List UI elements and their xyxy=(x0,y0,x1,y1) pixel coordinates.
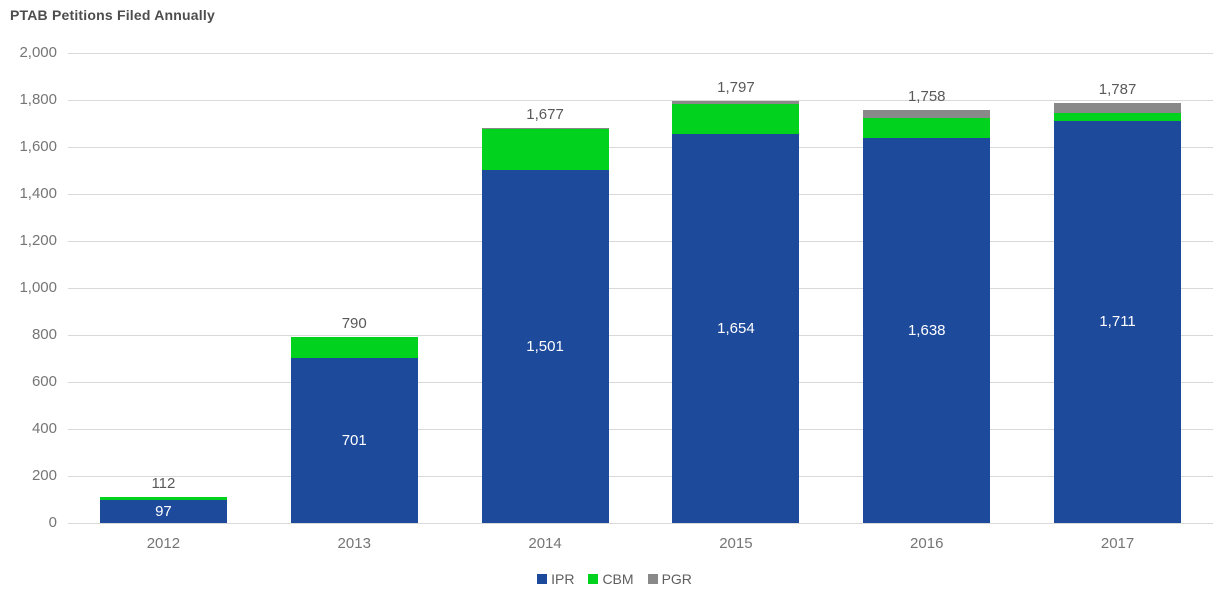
x-tick-label-2014: 2014 xyxy=(528,535,562,552)
bar-2013-segment-ipr xyxy=(290,358,418,523)
bar-2016-segment-pgr xyxy=(863,109,991,118)
bar-2013-segment-cbm xyxy=(290,337,418,359)
inside-label-2017: 1,711 xyxy=(1099,312,1136,330)
bar-2012-segment-cbm xyxy=(99,496,227,501)
y-tick-label-1400: 1,400 xyxy=(19,185,57,202)
y-tick-label-1800: 1,800 xyxy=(19,91,57,108)
total-label-2013: 790 xyxy=(341,315,367,333)
gridline-1800 xyxy=(68,99,1213,101)
y-tick-label-200: 200 xyxy=(31,467,57,484)
legend-swatch-cbm-icon xyxy=(588,574,599,584)
gridline-1200 xyxy=(68,240,1213,242)
total-label-2016: 1,758 xyxy=(907,87,946,105)
bar-2014-segment-cbm xyxy=(481,129,609,171)
inside-label-2016: 1,638 xyxy=(907,321,946,339)
x-tick-label-2012: 2012 xyxy=(146,535,181,552)
bar-2017-segment-cbm xyxy=(1054,113,1182,121)
y-tick-label-1600: 1,600 xyxy=(19,138,57,155)
legend-item-pgr: PGR xyxy=(647,571,692,587)
y-tick-label-1200: 1,200 xyxy=(19,232,57,249)
gridline-2000 xyxy=(68,52,1213,54)
gridline-600 xyxy=(68,381,1213,383)
total-label-2014: 1,677 xyxy=(526,106,564,124)
x-tick-label-2016: 2016 xyxy=(910,535,944,552)
gridline-0 xyxy=(68,522,1213,524)
legend-item-cbm: CBM xyxy=(588,571,634,587)
legend-swatch-pgr-icon xyxy=(647,574,658,584)
chart-title: PTAB Petitions Filed Annually xyxy=(10,7,215,23)
total-label-2015: 1,797 xyxy=(717,78,755,96)
y-tick-label-400: 400 xyxy=(31,420,57,437)
legend-label-pgr: PGR xyxy=(661,571,692,587)
bar-2017-segment-pgr xyxy=(1054,103,1182,114)
bar-2017-segment-ipr xyxy=(1054,120,1182,523)
inside-label-2015: 1,654 xyxy=(717,319,755,337)
x-tick-label-2015: 2015 xyxy=(719,535,753,552)
bar-2016-segment-ipr xyxy=(863,138,991,523)
total-label-2012: 112 xyxy=(151,474,176,492)
bar-2012-segment-ipr xyxy=(99,500,227,523)
bar-2015-segment-ipr xyxy=(672,134,800,523)
gridline-200 xyxy=(68,475,1213,477)
gridline-400 xyxy=(68,428,1213,430)
x-tick-label-2013: 2013 xyxy=(337,535,371,552)
inside-label-2014: 1,501 xyxy=(526,337,564,355)
gridline-1600 xyxy=(68,146,1213,148)
legend-swatch-ipr-icon xyxy=(537,574,548,584)
y-tick-label-600: 600 xyxy=(31,373,57,390)
legend-label-ipr: IPR xyxy=(551,571,575,587)
bar-2015-segment-cbm xyxy=(672,103,800,135)
bar-2014-segment-ipr xyxy=(481,170,609,523)
inside-label-2013: 701 xyxy=(341,431,367,449)
bar-2014-segment-pgr xyxy=(481,128,609,130)
gridline-1000 xyxy=(68,287,1213,289)
legend-item-ipr: IPR xyxy=(537,571,574,587)
y-tick-label-0: 0 xyxy=(48,514,57,531)
bar-2015-segment-pgr xyxy=(672,100,800,104)
total-label-2017: 1,787 xyxy=(1098,81,1137,99)
gridline-800 xyxy=(68,334,1213,336)
legend-label-cbm: CBM xyxy=(602,571,634,587)
gridline-1400 xyxy=(68,193,1213,195)
y-tick-label-800: 800 xyxy=(31,326,57,343)
y-tick-label-1000: 1,000 xyxy=(19,279,57,296)
legend: IPR CBM PGR xyxy=(0,571,1229,587)
inside-label-2012: 97 xyxy=(155,502,172,520)
x-tick-label-2017: 2017 xyxy=(1100,535,1135,552)
y-tick-label-2000: 2,000 xyxy=(19,44,57,61)
bar-2016-segment-cbm xyxy=(863,117,991,139)
